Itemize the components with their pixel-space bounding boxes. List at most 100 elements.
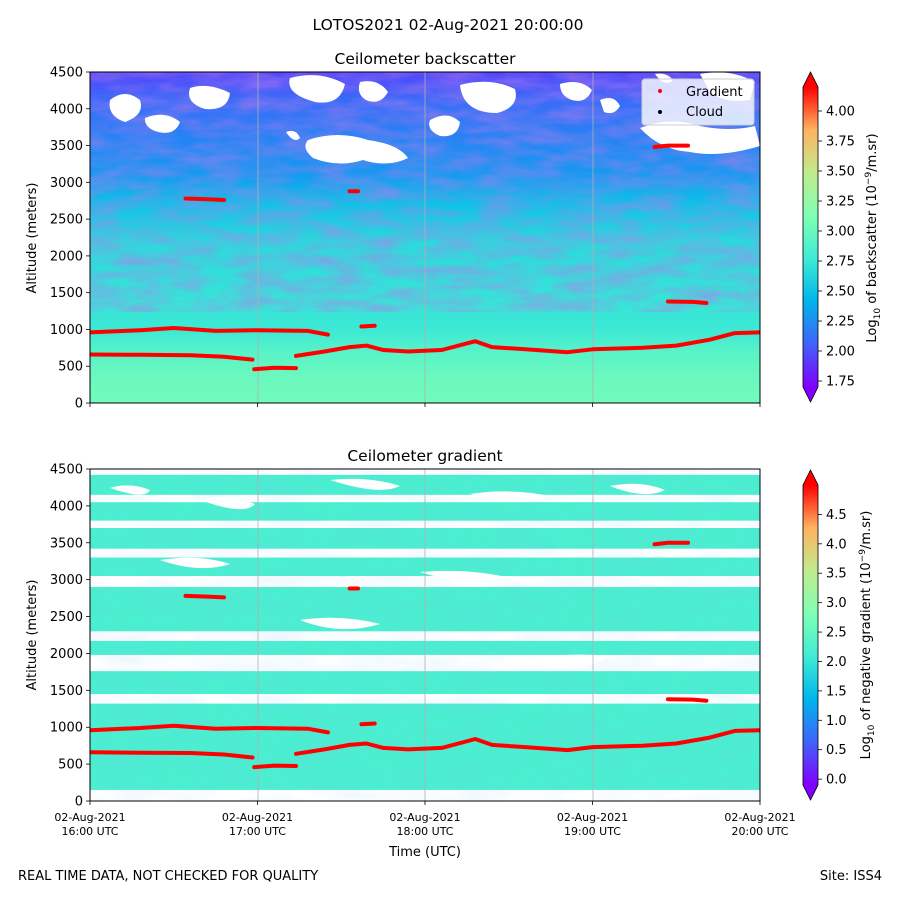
gradient-layer-layer-3480 (652, 540, 690, 547)
colorbar-tick-label: 3.75 (826, 135, 855, 150)
gradient-layer-layer-2770 (183, 593, 226, 600)
x-tick-time: 20:00 UTC (731, 825, 788, 838)
x-tick-date: 02-Aug-2021 (389, 811, 460, 824)
legend: Gradient Cloud (641, 78, 755, 126)
colorbar-tick-label: 2.75 (826, 255, 855, 270)
gradient-layer-boundary-layer-lower (90, 352, 255, 362)
gradient-layer-boundary-layer-lower (90, 750, 255, 760)
y-tick-label: 4000 (50, 499, 83, 514)
legend-gradient-marker (658, 89, 662, 93)
y-tick-label: 0 (75, 795, 83, 810)
y-tick-label: 1000 (50, 323, 83, 338)
backscatter-x-axis (89, 403, 761, 407)
colorbar-tick-label: 1.75 (826, 375, 855, 390)
backscatter-colorbar-body (803, 87, 818, 387)
y-tick-label: 1000 (50, 721, 83, 736)
gradient-layer-boundary-layer-dip (252, 365, 298, 372)
y-tick-label: 1500 (50, 286, 83, 301)
y-tick-label: 2000 (50, 249, 83, 264)
gradient-layer-layer-3480 (652, 143, 690, 149)
gradient-layer-boundary-layer-dip (252, 763, 298, 770)
y-tick-label: 3000 (50, 176, 83, 191)
colorbar-tick-label: 2.25 (826, 315, 855, 330)
colorbar-tick-label: 2.5 (826, 626, 847, 641)
gradient-colorbar-body (803, 485, 818, 785)
colorbar-tick-label: 1.0 (826, 714, 847, 729)
x-tick-time: 18:00 UTC (396, 825, 453, 838)
gradient-colorbar-label: Log10 of negative gradient (10−9/m.sr) (858, 511, 877, 760)
x-tick-date: 02-Aug-2021 (222, 811, 293, 824)
colorbar-tick-label: 3.50 (826, 165, 855, 180)
colorbar-tick-label: 4.0 (826, 537, 847, 552)
backscatter-colorbar-outline (802, 71, 819, 403)
colorbar-tick-label: 1.5 (826, 684, 847, 699)
quality-disclaimer: REAL TIME DATA, NOT CHECKED FOR QUALITY (18, 869, 319, 884)
y-tick-label: 2000 (50, 647, 83, 662)
x-tick-date: 02-Aug-2021 (54, 811, 125, 824)
backscatter-colorbar-ticks: 1.75 2.00 2.25 2.50 2.75 3.00 3.25 3.50 3.75 4.00 (818, 105, 855, 390)
figure-suptitle: LOTOS2021 02-Aug-2021 20:00:00 (313, 16, 584, 34)
gradient-y-axis: 0 500 1000 1500 2000 2500 3000 3500 4000 4500 (50, 463, 90, 810)
colorbar-tick-label: 3.0 (826, 596, 847, 611)
y-tick-label: 3500 (50, 536, 83, 551)
colorbar-tick-label: 2.50 (826, 285, 855, 300)
backscatter-colorbar-label: Log10 of backscatter (10−9/m.sr) (864, 133, 883, 342)
legend-cloud-marker (658, 110, 662, 114)
colorbar-tick-label: 0.5 (826, 743, 847, 758)
colorbar-tick-label: 3.00 (826, 225, 855, 240)
y-tick-label: 2500 (50, 610, 83, 625)
colorbar-tick-label: 4.00 (826, 105, 855, 120)
backscatter-y-axis: 0 500 1000 1500 2000 2500 3000 3500 4000 4500 (50, 66, 90, 412)
y-tick-label: 500 (58, 758, 83, 773)
backscatter-ylabel: Altitude (meters) (25, 183, 40, 294)
y-tick-label: 4500 (50, 66, 83, 81)
backscatter-gradient-markers (90, 143, 760, 372)
y-tick-label: 3500 (50, 139, 83, 154)
gradient-layer-layer-2770 (183, 196, 226, 202)
y-tick-label: 3000 (50, 573, 83, 588)
gradient-colorbar: 0.0 0.5 1.0 1.5 2.0 2.5 3.0 3.5 4.0 4.5 Log10 of … (802, 469, 877, 801)
gradient-nodata-patches (110, 478, 665, 670)
gradient-colorbar-ticks: 0.0 0.5 1.0 1.5 2.0 2.5 3.0 3.5 4.0 4.5 (818, 508, 847, 788)
y-tick-label: 1500 (50, 684, 83, 699)
backscatter-colorbar-extend-max (803, 72, 818, 87)
x-tick-time: 16:00 UTC (61, 825, 118, 838)
x-tick-date: 02-Aug-2021 (724, 811, 795, 824)
site-label: Site: ISS4 (819, 869, 882, 884)
backscatter-colorbar-extend-min (803, 387, 818, 402)
colorbar-tick-label: 2.00 (826, 345, 855, 360)
legend-box (641, 78, 755, 126)
y-tick-label: 4500 (50, 463, 83, 478)
gradient-layer-boundary-layer-upper (294, 728, 760, 756)
gradient-layer-residual-layer (90, 723, 330, 735)
y-tick-label: 4000 (50, 102, 83, 117)
x-tick-time: 19:00 UTC (564, 825, 621, 838)
gradient-colorbar-extend-max (803, 470, 818, 485)
gradient-xlabel: Time (UTC) (388, 845, 461, 860)
gradient-layer-layer-1380 (665, 697, 709, 703)
gradient-layer-layer-1050 (359, 721, 377, 727)
colorbar-tick-label: 2.0 (826, 655, 847, 670)
backscatter-colorbar: 1.75 2.00 2.25 2.50 2.75 3.00 3.25 3.50 3.75 4.00… (802, 71, 883, 403)
gradient-ylabel: Altitude (meters) (25, 580, 40, 691)
gradient-colorbar-outline (802, 469, 819, 801)
gradient-colorbar-extend-min (803, 785, 818, 800)
y-tick-label: 500 (58, 360, 83, 375)
gradient-gradient-markers (90, 540, 760, 770)
backscatter-panel: Ceilometer backscatter (25, 50, 883, 412)
x-tick-date: 02-Aug-2021 (557, 811, 628, 824)
colorbar-tick-label: 0.0 (826, 773, 847, 788)
y-tick-label: 0 (75, 397, 83, 412)
gradient-layer-residual-layer (90, 326, 330, 337)
legend-cloud-label: Cloud (686, 105, 723, 120)
colorbar-tick-label: 3.25 (826, 195, 855, 210)
gradient-layer-boundary-layer-upper (294, 330, 760, 358)
legend-gradient-label: Gradient (686, 85, 743, 100)
gradient-title: Ceilometer gradient (347, 447, 502, 465)
colorbar-tick-label: 3.5 (826, 567, 847, 582)
gradient-layer-layer-1380 (665, 299, 709, 305)
colorbar-tick-label: 4.5 (826, 508, 847, 523)
